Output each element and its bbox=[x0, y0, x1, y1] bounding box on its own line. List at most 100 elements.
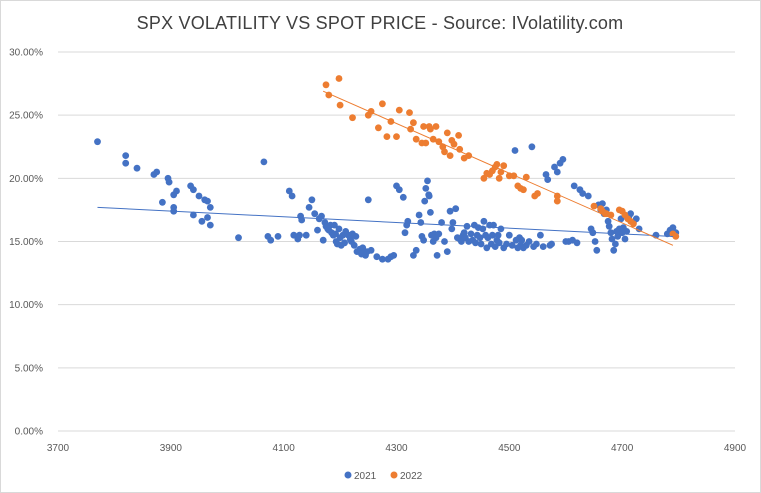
data-point-2021 bbox=[288, 192, 296, 200]
data-point-2022 bbox=[336, 101, 344, 109]
y-tick-label: 20.00% bbox=[9, 174, 43, 185]
data-point-2021 bbox=[607, 229, 615, 237]
data-point-2021 bbox=[480, 217, 488, 225]
data-point-2021 bbox=[204, 197, 211, 205]
gridlines bbox=[58, 51, 735, 369]
data-point-2021 bbox=[467, 230, 475, 238]
data-point-2021 bbox=[421, 197, 429, 205]
data-point-2021 bbox=[331, 221, 338, 229]
data-point-2021 bbox=[308, 196, 316, 204]
legend-label-2022: 2022 bbox=[400, 471, 423, 482]
data-point-2022 bbox=[406, 109, 413, 116]
data-point-2021 bbox=[525, 238, 533, 245]
x-axis-tick-labels: 3700 3900 4100 4300 4500 4700 4900 bbox=[47, 443, 747, 454]
data-point-2021 bbox=[352, 233, 360, 240]
x-tick-label: 3900 bbox=[160, 443, 183, 454]
data-point-2021 bbox=[122, 152, 130, 160]
data-point-2022 bbox=[534, 190, 541, 197]
data-point-2021 bbox=[235, 234, 242, 242]
data-point-2021 bbox=[448, 225, 456, 233]
data-point-2021 bbox=[395, 186, 403, 194]
y-axis-tick-labels: 0.00% 5.00% 10.00% 15.00% 20.00% 25.00% 30.00% bbox=[9, 48, 43, 438]
data-point-2021 bbox=[390, 252, 398, 259]
data-point-2021 bbox=[422, 185, 430, 192]
data-point-2021 bbox=[367, 246, 375, 254]
data-point-2021 bbox=[623, 228, 631, 235]
data-point-2021 bbox=[332, 230, 339, 238]
data-point-2022 bbox=[630, 220, 637, 228]
data-point-2021 bbox=[505, 231, 513, 239]
data-point-2022 bbox=[443, 129, 451, 137]
data-point-2021 bbox=[627, 210, 634, 218]
data-point-2021 bbox=[591, 238, 599, 245]
data-point-2021 bbox=[314, 226, 321, 234]
data-point-2021 bbox=[267, 236, 275, 244]
data-point-2022 bbox=[590, 202, 598, 210]
data-point-2021 bbox=[359, 244, 367, 252]
data-point-2021 bbox=[425, 192, 433, 200]
data-point-2021 bbox=[319, 236, 327, 244]
data-point-2022 bbox=[395, 106, 403, 114]
x-tick-label: 3700 bbox=[47, 443, 70, 454]
data-point-2021 bbox=[559, 156, 567, 163]
legend: 2021 2022 bbox=[344, 471, 423, 482]
x-tick-label: 4700 bbox=[611, 443, 634, 454]
data-point-2021 bbox=[497, 225, 505, 233]
data-point-2021 bbox=[302, 231, 310, 239]
data-point-2022 bbox=[420, 123, 427, 130]
data-point-2021 bbox=[544, 176, 552, 184]
legend-label-2021: 2021 bbox=[354, 471, 377, 482]
data-point-2021 bbox=[206, 204, 214, 211]
data-point-2021 bbox=[260, 158, 268, 166]
chart-title: SPX VOLATILITY VS SPOT PRICE - Source: I… bbox=[137, 13, 624, 33]
data-point-2021 bbox=[508, 241, 516, 249]
data-point-2021 bbox=[518, 236, 526, 244]
data-point-2022 bbox=[495, 174, 503, 182]
data-point-2021 bbox=[318, 212, 325, 220]
data-point-2021 bbox=[165, 178, 173, 186]
data-point-2021 bbox=[441, 238, 448, 245]
data-point-2021 bbox=[433, 252, 441, 259]
data-point-2021 bbox=[94, 138, 101, 146]
data-point-2021 bbox=[621, 235, 629, 243]
data-point-2021 bbox=[417, 219, 425, 226]
data-point-2021 bbox=[412, 246, 420, 254]
data-point-2021 bbox=[542, 171, 550, 178]
data-point-2021 bbox=[311, 210, 319, 218]
data-point-2021 bbox=[605, 222, 613, 230]
data-point-2021 bbox=[452, 205, 460, 213]
legend-marker-2021 bbox=[344, 471, 352, 479]
trendline-2021 bbox=[97, 206, 673, 237]
data-point-2021 bbox=[195, 192, 203, 200]
data-point-2021 bbox=[420, 236, 427, 244]
trendlines bbox=[97, 90, 674, 246]
trendline-2022 bbox=[322, 90, 674, 246]
y-tick-label: 10.00% bbox=[9, 300, 43, 311]
data-point-2022 bbox=[493, 161, 501, 168]
data-point-2021 bbox=[610, 246, 618, 254]
data-point-2021 bbox=[296, 231, 303, 239]
y-tick-label: 0.00% bbox=[15, 427, 43, 438]
data-point-2021 bbox=[190, 211, 197, 219]
data-point-2021 bbox=[570, 182, 578, 190]
data-point-2022 bbox=[500, 162, 508, 170]
y-tick-label: 15.00% bbox=[9, 237, 43, 248]
y-tick-label: 30.00% bbox=[9, 48, 43, 59]
data-point-2021 bbox=[401, 229, 409, 237]
data-point-2021 bbox=[373, 253, 381, 261]
data-point-2021 bbox=[173, 187, 180, 195]
data-point-2021 bbox=[551, 163, 558, 171]
data-point-2021 bbox=[489, 231, 496, 239]
data-point-2021 bbox=[415, 211, 423, 219]
data-point-2021 bbox=[190, 186, 197, 194]
data-point-2021 bbox=[446, 207, 454, 215]
data-point-2022 bbox=[412, 135, 420, 143]
data-point-2021 bbox=[472, 239, 479, 247]
data-point-2021 bbox=[443, 248, 451, 256]
data-point-2021 bbox=[424, 177, 431, 185]
data-point-2021 bbox=[206, 221, 214, 229]
series-2021-points bbox=[94, 138, 680, 263]
series-2022-points bbox=[322, 75, 680, 240]
data-point-2022 bbox=[375, 124, 382, 132]
data-point-2022 bbox=[427, 125, 434, 133]
